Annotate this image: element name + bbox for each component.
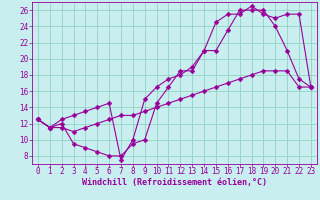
X-axis label: Windchill (Refroidissement éolien,°C): Windchill (Refroidissement éolien,°C) — [82, 178, 267, 187]
